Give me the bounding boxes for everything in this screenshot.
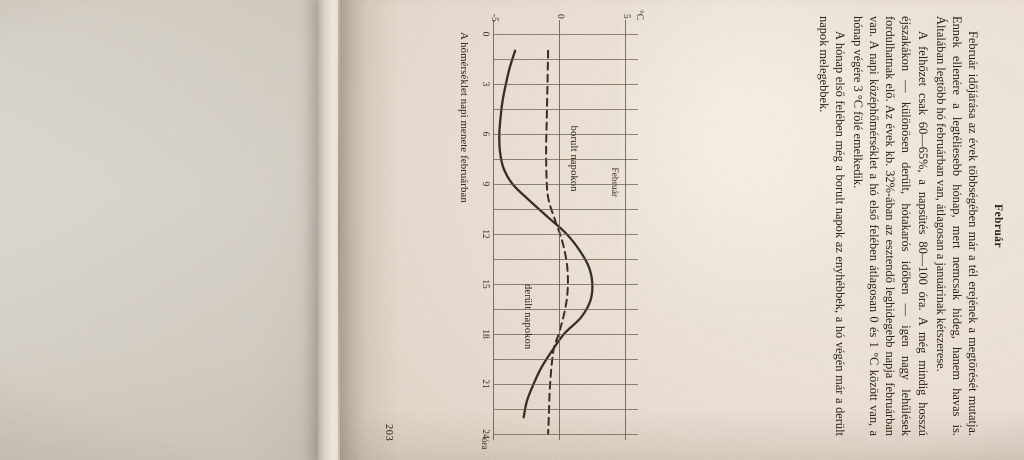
gridline-vertical xyxy=(494,84,638,85)
gridline-vertical xyxy=(494,309,638,310)
page-heading: Február xyxy=(992,204,1004,248)
gridline-vertical xyxy=(494,359,638,360)
gridline-vertical xyxy=(494,209,638,210)
x-tick-label: 6 xyxy=(480,131,490,137)
gridline-vertical xyxy=(494,334,638,335)
x-tick-label: 12 xyxy=(480,229,490,239)
paragraph-2: A felhőzet csak 60—65%, a napsütés 80—10… xyxy=(851,16,930,436)
x-tick-label: 9 xyxy=(480,181,490,187)
paragraph-3: A hónap első felében még a borult napok … xyxy=(816,16,847,436)
y-axis-unit-label: °C xyxy=(634,10,644,21)
annotation-derult-napokon: derült napokon xyxy=(521,284,533,350)
annotation-borult-napokon: borult napokon xyxy=(567,125,579,192)
page-number: 203 xyxy=(383,424,394,442)
paragraph-1: Február időjárása az évek többségében má… xyxy=(933,16,980,436)
y-tick-label: -5 xyxy=(489,14,499,22)
figure-caption: A hőmérséklet napi menete februárban xyxy=(458,32,470,203)
gridline-horizontal xyxy=(558,20,560,440)
gridline-vertical xyxy=(494,159,638,160)
gridline-vertical xyxy=(494,59,638,60)
temperature-chart: °C óra borult napokon derült napokon Feb… xyxy=(450,8,646,452)
y-tick-label: 0 xyxy=(555,14,565,19)
x-tick-label: 24 xyxy=(480,429,490,439)
page-text-column: Február Február időjárása az évek többsé… xyxy=(724,16,1004,436)
gridline-vertical xyxy=(494,259,638,260)
gridline-vertical xyxy=(494,409,638,410)
gridline-vertical xyxy=(494,234,638,235)
gridline-vertical xyxy=(494,284,638,285)
gridline-vertical xyxy=(494,109,638,110)
x-axis-unit-label: óra xyxy=(480,438,490,450)
gridline-vertical xyxy=(494,384,638,385)
x-tick-label: 15 xyxy=(480,279,490,289)
book-gutter-line xyxy=(338,0,340,460)
gridline-vertical xyxy=(494,34,638,35)
desk-surface-shading xyxy=(0,0,360,460)
gridline-horizontal xyxy=(492,20,494,440)
gridline-vertical xyxy=(494,134,638,135)
gridline-horizontal xyxy=(624,20,626,440)
gridline-vertical xyxy=(494,434,638,435)
chart-plot-area xyxy=(492,20,638,440)
y-tick-label: 5 xyxy=(621,14,631,19)
book-page xyxy=(340,0,1024,460)
chart-month-label: Február xyxy=(608,167,620,198)
x-tick-label: 21 xyxy=(480,379,490,389)
x-tick-label: 18 xyxy=(480,329,490,339)
x-tick-label: 3 xyxy=(480,81,490,87)
x-tick-label: 0 xyxy=(480,31,490,37)
